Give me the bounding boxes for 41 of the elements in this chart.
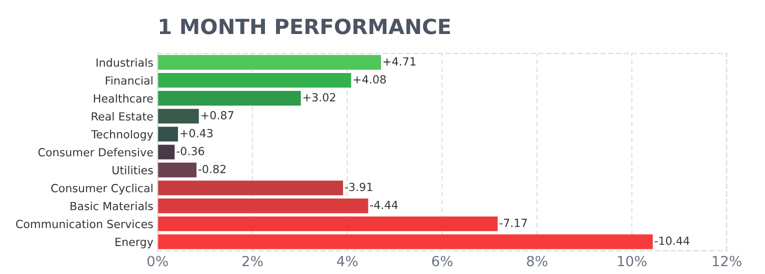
- chart-title: 1 MONTH PERFORMANCE: [160, 18, 450, 34]
- bar: [158, 90, 301, 106]
- x-tick-label: 0%: [147, 256, 168, 266]
- annotation: -4.44: [370, 200, 398, 209]
- bar: [158, 234, 653, 250]
- annotation: -3.91: [344, 182, 372, 192]
- annotation: -0.82: [198, 164, 226, 174]
- annotation: -10.44: [654, 236, 690, 245]
- x-tick-label: 4%: [336, 256, 358, 266]
- bar: [158, 55, 381, 70]
- y-tick-label: Consumer Cyclical: [51, 184, 152, 194]
- x-tick-label: 10%: [618, 256, 647, 266]
- x-tick-label: 2%: [242, 256, 263, 266]
- y-tick-label: Energy: [116, 238, 154, 248]
- y-tick-label: Industrials: [96, 58, 153, 67]
- bar: [158, 108, 199, 124]
- x-tick-label: 12%: [712, 256, 742, 266]
- y-tick-label: Financial: [106, 76, 152, 85]
- y-tick-label: Healthcare: [94, 94, 153, 103]
- bar: [158, 72, 352, 88]
- y-tick-label: Real Estate: [92, 112, 153, 121]
- y-tick-label: Communication Services: [16, 220, 153, 228]
- bar: [158, 126, 178, 142]
- bar: [158, 180, 344, 196]
- bar: [158, 198, 368, 214]
- y-tick-label: Utilities: [112, 166, 153, 174]
- annotation: -7.17: [500, 218, 527, 227]
- x-tick-label: 8%: [526, 256, 548, 266]
- annotation: +4.08: [354, 75, 386, 84]
- annotation: +4.71: [384, 57, 416, 66]
- bar: [158, 144, 175, 160]
- bar: [158, 216, 498, 232]
- x-tick-label: 6%: [432, 256, 452, 266]
- annotation: -0.36: [176, 146, 204, 156]
- annotation: +0.43: [180, 128, 213, 138]
- annotation: +0.87: [201, 111, 234, 120]
- bar: [158, 162, 196, 178]
- annotation: +3.02: [303, 93, 336, 102]
- y-tick-label: Technology: [91, 130, 154, 141]
- y-tick-label: Basic Materials: [70, 202, 153, 210]
- y-tick-label: Consumer Defensive: [38, 148, 153, 156]
